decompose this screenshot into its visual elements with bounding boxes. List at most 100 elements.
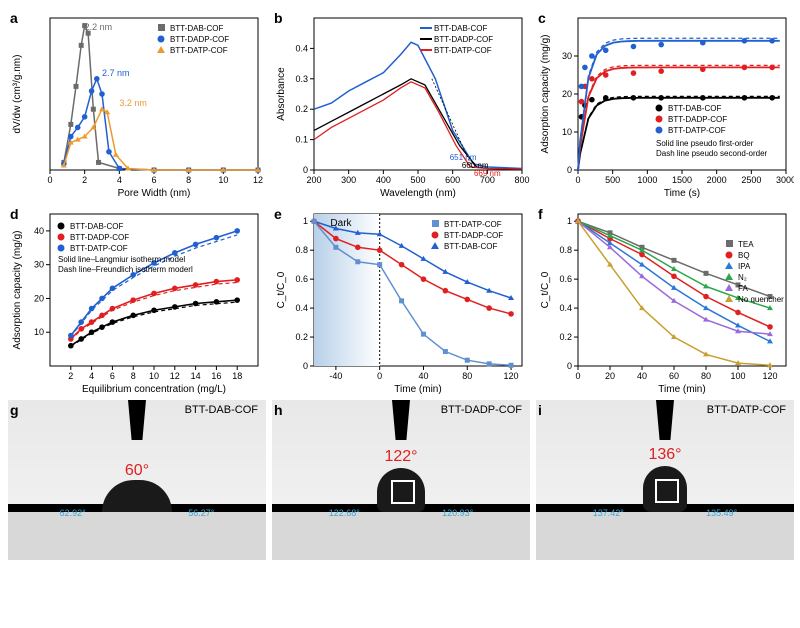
svg-text:FA: FA <box>738 284 748 293</box>
panel-i: i BTT-DATP-COF 136° 137.42° 135.49° <box>536 400 794 590</box>
panel-e: e -400408012000.20.40.60.81Time (min)C_t… <box>272 204 530 394</box>
svg-text:8: 8 <box>186 175 191 185</box>
svg-text:0: 0 <box>303 361 308 371</box>
svg-text:2: 2 <box>82 175 87 185</box>
svg-text:2: 2 <box>68 371 73 381</box>
svg-text:40: 40 <box>418 371 428 381</box>
svg-text:Dash line pseudo second-orde: Dash line pseudo second-order <box>656 149 768 158</box>
chart-b: 20030040050060070080000.10.20.30.4Wavele… <box>272 8 530 198</box>
svg-text:0.8: 0.8 <box>559 245 572 255</box>
droplet-i <box>643 466 687 512</box>
svg-text:Wavelength (nm): Wavelength (nm) <box>380 188 456 198</box>
svg-text:0.4: 0.4 <box>295 43 308 53</box>
svg-text:C_t/C_0: C_t/C_0 <box>276 271 287 308</box>
svg-text:300: 300 <box>341 175 356 185</box>
nozzle-icon <box>128 400 146 440</box>
svg-text:20: 20 <box>34 293 44 303</box>
svg-text:80: 80 <box>462 371 472 381</box>
svg-text:3.2 nm: 3.2 nm <box>119 98 147 108</box>
contact-angle-h: BTT-DADP-COF 122° 122.68° 120.93° <box>272 400 530 560</box>
contact-angle-i: BTT-DATP-COF 136° 137.42° 135.49° <box>536 400 794 560</box>
contact-angle-g: BTT-DAB-COF 60° 62.92° 56.27° <box>8 400 266 560</box>
panel-e-label: e <box>274 206 282 222</box>
svg-text:BTT-DAB-COF: BTT-DAB-COF <box>170 24 223 33</box>
svg-text:10: 10 <box>34 327 44 337</box>
svg-text:BTT-DATP-COF: BTT-DATP-COF <box>70 244 128 253</box>
svg-text:BTT-DAB-COF: BTT-DAB-COF <box>444 242 497 251</box>
svg-text:40: 40 <box>637 371 647 381</box>
svg-text:Adsorption capacity (mg/g): Adsorption capacity (mg/g) <box>540 35 551 154</box>
panel-d: d 2468101214161810203040Equilibrium conc… <box>8 204 266 394</box>
svg-text:30: 30 <box>562 51 572 61</box>
svg-text:0: 0 <box>567 361 572 371</box>
svg-text:0.8: 0.8 <box>295 245 308 255</box>
svg-text:2000: 2000 <box>707 175 727 185</box>
svg-text:BTT-DATP-COF: BTT-DATP-COF <box>444 220 502 229</box>
svg-text:Time (s): Time (s) <box>664 188 700 198</box>
svg-text:60: 60 <box>669 371 679 381</box>
svg-text:BTT-DAB-COF: BTT-DAB-COF <box>668 104 721 113</box>
panel-a: a 024681012Pore Width (nm)dV/dw (cm³/g.n… <box>8 8 266 198</box>
svg-text:100: 100 <box>730 371 745 381</box>
svg-text:Time (min): Time (min) <box>658 384 705 394</box>
panel-g: g BTT-DAB-COF 60° 62.92° 56.27° <box>8 400 266 590</box>
droplet-g <box>102 480 172 512</box>
svg-text:16: 16 <box>211 371 221 381</box>
angle-i-left: 137.42° <box>593 508 624 518</box>
angle-g: 60° <box>125 462 149 480</box>
svg-text:Dash line–Freundlich isotherm: Dash line–Freundlich isotherm moderl <box>58 265 193 274</box>
svg-text:0.3: 0.3 <box>295 74 308 84</box>
angle-i-right: 135.49° <box>706 508 737 518</box>
cof-i: BTT-DATP-COF <box>707 404 786 416</box>
svg-text:400: 400 <box>376 175 391 185</box>
panel-f: f 02040608010012000.20.40.60.81Time (min… <box>536 204 794 394</box>
panel-b-label: b <box>274 10 283 26</box>
svg-text:10: 10 <box>562 127 572 137</box>
chart-f: 02040608010012000.20.40.60.81Time (min)C… <box>536 204 794 394</box>
panel-f-label: f <box>538 206 543 222</box>
svg-text:TEA: TEA <box>738 240 754 249</box>
svg-text:0.1: 0.1 <box>295 135 308 145</box>
svg-text:BTT-DAB-COF: BTT-DAB-COF <box>434 24 487 33</box>
angle-g-right: 56.27° <box>188 508 214 518</box>
svg-text:0: 0 <box>575 371 580 381</box>
svg-text:0: 0 <box>377 371 382 381</box>
svg-text:0.4: 0.4 <box>559 303 572 313</box>
svg-text:Time (min): Time (min) <box>394 384 441 394</box>
svg-text:0: 0 <box>567 165 572 175</box>
svg-text:120: 120 <box>762 371 777 381</box>
svg-text:0: 0 <box>303 165 308 175</box>
svg-text:Pore Width (nm): Pore Width (nm) <box>118 188 191 198</box>
panel-a-label: a <box>10 10 18 26</box>
svg-text:BTT-DADP-COF: BTT-DADP-COF <box>668 115 727 124</box>
svg-text:10: 10 <box>218 175 228 185</box>
svg-text:18: 18 <box>232 371 242 381</box>
figure-grid: a 024681012Pore Width (nm)dV/dw (cm³/g.n… <box>8 8 792 590</box>
panel-c-label: c <box>538 10 546 26</box>
panel-g-label: g <box>10 402 19 418</box>
svg-text:BTT-DATP-COF: BTT-DATP-COF <box>434 46 492 55</box>
svg-text:No quencher: No quencher <box>738 295 784 304</box>
svg-text:12: 12 <box>170 371 180 381</box>
svg-text:BTT-DATP-COF: BTT-DATP-COF <box>668 126 726 135</box>
svg-text:2500: 2500 <box>741 175 761 185</box>
svg-text:0.2: 0.2 <box>295 332 308 342</box>
svg-text:2.7 nm: 2.7 nm <box>102 68 130 78</box>
chart-e: -400408012000.20.40.60.81Time (min)C_t/C… <box>272 204 530 394</box>
svg-text:BTT-DADP-COF: BTT-DADP-COF <box>444 231 503 240</box>
svg-text:0.6: 0.6 <box>295 274 308 284</box>
svg-text:BTT-DADP-COF: BTT-DADP-COF <box>70 233 129 242</box>
svg-text:3000: 3000 <box>776 175 794 185</box>
svg-text:dV/dw (cm³/g.nm): dV/dw (cm³/g.nm) <box>12 55 23 134</box>
svg-text:500: 500 <box>605 175 620 185</box>
svg-text:80: 80 <box>701 371 711 381</box>
cof-h: BTT-DADP-COF <box>441 404 522 416</box>
svg-text:Solid line–Langmiur isotherm m: Solid line–Langmiur isotherm model <box>58 255 185 264</box>
svg-text:12: 12 <box>253 175 263 185</box>
svg-text:BTT-DADP-COF: BTT-DADP-COF <box>434 35 493 44</box>
svg-text:IPA: IPA <box>738 262 751 271</box>
svg-text:Equilibrium concentration (mg/: Equilibrium concentration (mg/L) <box>82 384 226 394</box>
svg-text:0: 0 <box>47 175 52 185</box>
svg-text:Absorbance: Absorbance <box>276 67 287 121</box>
svg-text:4: 4 <box>89 371 94 381</box>
